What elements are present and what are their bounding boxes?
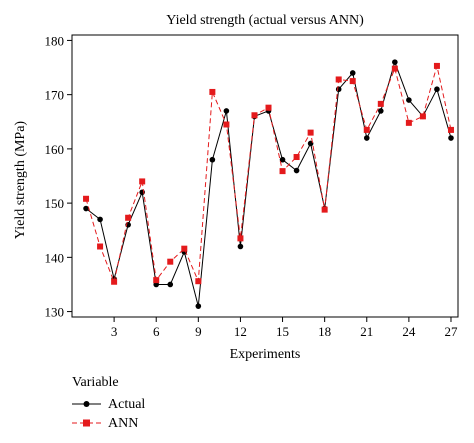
x-tick-label: 12	[234, 324, 247, 339]
point-actual	[434, 86, 440, 93]
point-ann	[181, 245, 188, 252]
y-tick-label: 140	[45, 250, 65, 265]
legend-item-ann: ANN	[72, 416, 138, 431]
x-tick-label: 3	[111, 324, 118, 339]
point-ann	[251, 112, 258, 119]
y-tick-label: 160	[45, 142, 65, 157]
legend-label-actual: Actual	[108, 397, 145, 412]
point-actual	[237, 243, 244, 250]
point-ann	[433, 62, 440, 69]
x-tick-label: 6	[153, 324, 160, 339]
legend-item-actual: Actual	[72, 397, 145, 412]
point-ann	[223, 121, 230, 128]
point-actual	[293, 167, 300, 174]
point-ann	[377, 100, 384, 107]
plot-frame	[71, 34, 459, 318]
point-ann	[237, 235, 244, 242]
point-actual	[378, 108, 384, 114]
point-actual	[392, 59, 398, 65]
chart-title: Yield strength (actual versus ANN)	[166, 13, 364, 28]
x-tick-label: 21	[360, 324, 373, 339]
series-line-ann	[85, 65, 452, 284]
point-ann	[447, 126, 454, 133]
point-ann	[363, 126, 370, 133]
point-actual	[406, 97, 412, 103]
point-actual	[279, 156, 286, 163]
point-ann	[405, 119, 412, 126]
point-actual	[83, 205, 89, 212]
point-actual	[363, 135, 370, 141]
point-actual	[223, 108, 230, 114]
point-actual	[448, 135, 454, 141]
point-actual	[349, 70, 356, 76]
point-ann	[111, 278, 118, 285]
point-ann	[293, 154, 300, 161]
point-ann	[125, 214, 132, 221]
y-axis-label: Yield strength (MPa)	[13, 121, 28, 240]
point-actual	[209, 156, 216, 163]
y-tick-label: 180	[45, 33, 65, 48]
point-ann	[209, 88, 216, 95]
point-ann	[279, 168, 286, 175]
point-ann	[307, 129, 314, 136]
y-tick-label: 130	[45, 305, 65, 320]
x-tick-label: 24	[402, 324, 416, 339]
x-axis: 3 6 9 12 15 18 21 24 27	[111, 317, 458, 339]
legend-marker-actual	[83, 401, 90, 407]
y-tick-label: 170	[45, 88, 65, 103]
legend-label-ann: ANN	[108, 416, 138, 431]
point-ann	[83, 195, 90, 202]
x-axis-label: Experiments	[230, 347, 301, 362]
x-tick-label: 27	[444, 324, 458, 339]
legend-marker-ann	[83, 419, 90, 427]
legend: Variable Actual ANN	[72, 375, 145, 431]
point-actual	[97, 216, 103, 223]
point-ann	[419, 113, 426, 120]
x-tick-label: 9	[195, 324, 202, 339]
point-ann	[321, 206, 328, 213]
point-ann	[335, 76, 342, 83]
point-actual	[335, 86, 342, 93]
y-axis: 130 140 150 160 170 180	[45, 33, 72, 320]
point-ann	[391, 65, 398, 72]
point-actual	[167, 281, 174, 288]
point-ann	[167, 258, 174, 265]
point-ann	[265, 104, 272, 111]
x-tick-label: 15	[276, 324, 289, 339]
point-ann	[349, 78, 356, 85]
x-tick-label: 18	[318, 324, 331, 339]
legend-title: Variable	[72, 375, 119, 390]
point-ann	[195, 278, 202, 285]
point-actual	[195, 303, 202, 309]
series-layer	[83, 59, 454, 309]
point-ann	[153, 277, 160, 284]
point-ann	[139, 178, 146, 185]
y-tick-label: 150	[45, 196, 65, 211]
point-ann	[97, 243, 104, 250]
